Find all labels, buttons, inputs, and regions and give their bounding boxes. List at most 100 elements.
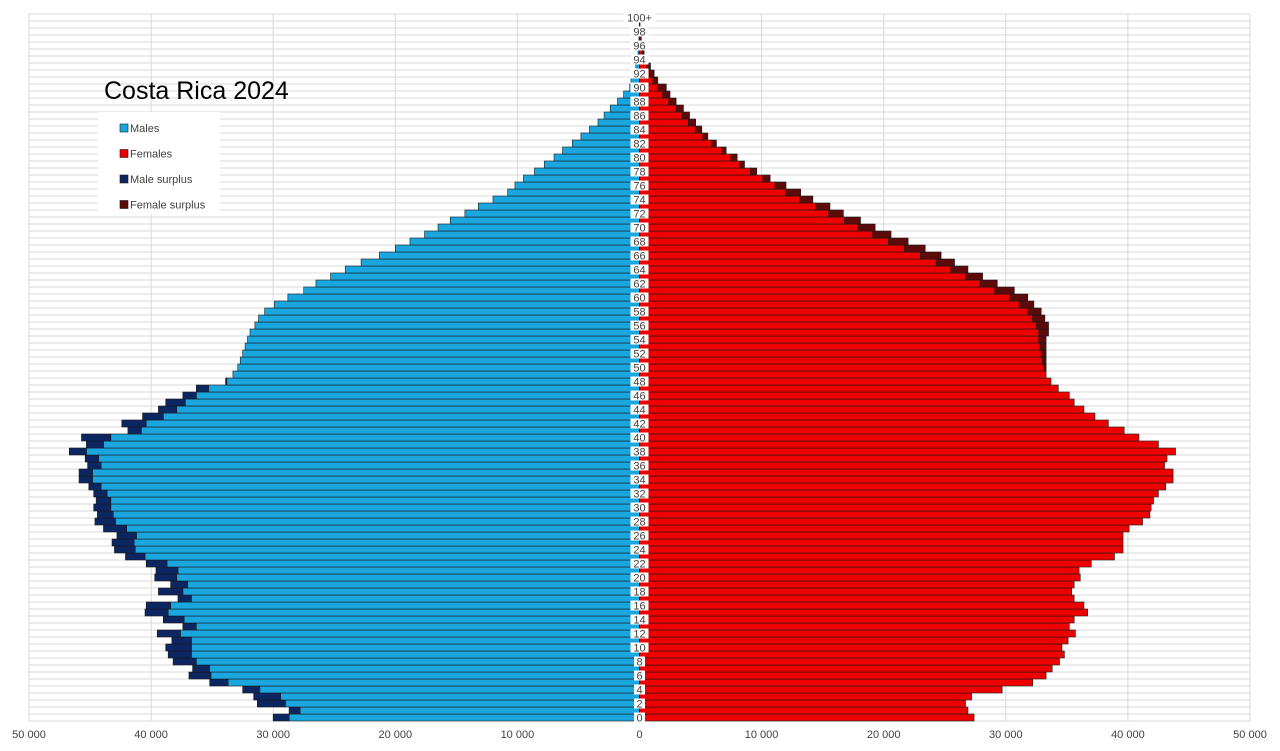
age-label-background [630,474,649,485]
male-bar-age-23 [144,552,640,561]
male-bar-age-82 [572,139,640,148]
age-label-background [630,446,649,457]
male-bar-age-2 [285,699,640,708]
male-bar-age-1 [299,706,640,715]
age-tick-label: 54 [633,335,645,347]
male-surplus-bar-age-19 [170,580,189,589]
age-label-background [634,698,645,709]
age-label-background [630,628,649,639]
age-tick-label: 100+ [627,13,652,25]
male-bar-age-34 [92,475,640,484]
female-surplus-bar-age-50 [1043,363,1047,372]
age-label-background [630,222,649,233]
female-bar-age-77 [639,174,764,183]
male-surplus-bar-age-32 [93,489,108,498]
male-bar-age-8 [195,657,640,666]
age-label-background [630,124,649,135]
female-bar-age-2 [639,699,966,708]
age-label-background [630,180,649,191]
x-tick-label: 10 000 [501,729,535,741]
female-surplus-bar-age-92 [648,69,655,78]
female-surplus-bar-age-85 [688,118,696,127]
male-bar-age-31 [110,496,640,505]
female-surplus-bar-age-70 [857,223,876,232]
male-surplus-bar-age-41 [127,426,142,435]
female-surplus-bar-age-53 [1039,342,1047,351]
male-surplus-bar-age-45 [165,398,186,407]
female-bar-age-73 [639,202,816,211]
age-label-background [630,292,649,303]
female-bar-age-72 [639,209,830,218]
male-bar-age-45 [184,398,640,407]
age-tick-label: 64 [633,265,645,277]
female-surplus-bar-age-54 [1038,335,1047,344]
male-surplus-bar-age-42 [121,419,147,428]
female-surplus-bar-age-57 [1032,314,1046,323]
female-surplus-bar-age-77 [762,174,771,183]
age-tick-label: 50 [633,363,645,375]
chart-title: Costa Rica 2024 [104,77,289,105]
age-tick-label: 62 [633,279,645,291]
male-bar-age-32 [106,489,640,498]
legend: Males Females Male surplus Female surplus [98,112,220,214]
female-bar-age-9 [639,650,1065,659]
age-label-background [630,460,649,471]
male-bar-age-29 [112,510,640,519]
age-label-background [630,614,649,625]
female-bar-age-65 [639,258,937,267]
male-bar-age-5 [227,678,640,687]
legend-label-males: Males [130,123,160,135]
male-bar-age-37 [98,454,640,463]
male-surplus-bar-age-13 [182,622,197,631]
male-bar-age-54 [247,335,640,344]
male-surplus-bar-age-12 [156,629,181,638]
female-bar-age-4 [639,685,1003,694]
x-tick-label: 20 000 [867,729,901,741]
male-bar-age-19 [187,580,640,589]
female-bar-age-43 [639,412,1096,421]
female-bar-age-11 [639,636,1069,645]
male-bar-age-76 [514,181,640,190]
female-bar-age-32 [639,489,1159,498]
female-bar-age-70 [639,223,859,232]
age-tick-label: 96 [633,41,645,53]
age-tick-label: 44 [633,405,645,417]
female-bar-age-41 [639,426,1125,435]
male-surplus-bar-age-4 [242,685,261,694]
male-bar-age-26 [136,531,640,540]
age-tick-label: 30 [633,503,645,515]
age-label-background [630,54,649,65]
male-bar-age-48 [226,377,640,386]
male-surplus-bar-age-17 [177,594,192,603]
female-bar-age-78 [639,167,751,176]
female-surplus-bar-age-52 [1040,349,1047,358]
male-surplus-bar-age-23 [125,552,146,561]
male-surplus-bar-age-9 [167,650,192,659]
male-bar-age-38 [86,447,640,456]
age-label-background [630,208,649,219]
age-label-background [630,432,649,443]
female-bar-age-51 [639,356,1043,365]
age-tick-label: 0 [636,713,642,725]
female-bar-age-20 [639,573,1081,582]
male-surplus-bar-age-5 [209,678,229,687]
male-bar-age-57 [258,314,640,323]
female-bar-age-76 [639,181,776,190]
age-tick-label: 94 [633,55,645,67]
age-label-background [630,544,649,555]
female-bar-age-75 [639,188,787,197]
female-bar-age-1 [639,706,969,715]
age-label-background [630,600,649,611]
age-label-background [630,530,649,541]
age-tick-label: 46 [633,391,645,403]
female-bar-age-49 [639,370,1047,379]
age-tick-label: 42 [633,419,645,431]
age-label-background [630,236,649,247]
male-bar-age-51 [239,356,640,365]
male-bar-age-21 [177,566,640,575]
male-bar-age-49 [232,370,640,379]
male-surplus-bar-age-0 [272,713,290,722]
x-tick-label: 50 000 [1233,729,1267,741]
male-bar-age-27 [126,524,640,533]
